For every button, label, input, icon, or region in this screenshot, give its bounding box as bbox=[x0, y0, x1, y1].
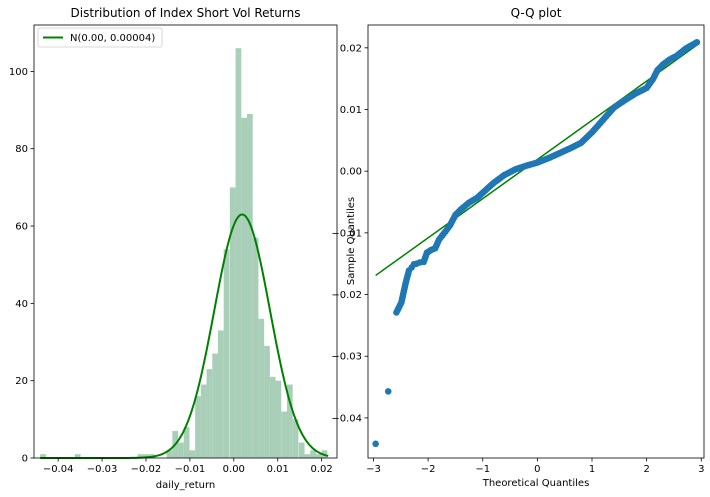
histogram-bar bbox=[235, 48, 242, 458]
histogram-y-ticks: 0 20 40 60 80 100 bbox=[9, 67, 34, 465]
y-tick-label: 40 bbox=[15, 299, 28, 310]
x-tick-label: 0.00 bbox=[223, 464, 245, 475]
y-tick-label: 20 bbox=[15, 376, 28, 387]
x-tick-label: 0.02 bbox=[310, 464, 332, 475]
histogram-bar bbox=[315, 454, 322, 458]
y-tick-label: −0.03 bbox=[331, 352, 362, 363]
histogram-x-ticks: −0.04 −0.03 −0.02 −0.01 0.00 0.01 0.02 bbox=[43, 458, 333, 475]
histogram-bar bbox=[264, 345, 270, 458]
x-tick-label: −2 bbox=[421, 464, 436, 475]
histogram-bar bbox=[275, 380, 282, 458]
histogram-bars bbox=[40, 48, 328, 459]
y-tick-label: −0.04 bbox=[331, 413, 362, 424]
legend-box bbox=[37, 27, 163, 48]
histogram-bar bbox=[223, 249, 230, 458]
histogram-bar bbox=[195, 396, 201, 458]
histogram-bar bbox=[183, 427, 190, 458]
histogram-bar bbox=[40, 454, 46, 458]
histogram-bar bbox=[246, 113, 253, 458]
histogram-bar bbox=[252, 237, 259, 458]
histogram-bar bbox=[217, 330, 224, 458]
x-tick-label: 3 bbox=[698, 464, 704, 475]
qq-x-ticks: −3 −2 −1 0 1 2 3 bbox=[366, 458, 704, 475]
qq-title: Q-Q plot bbox=[511, 6, 562, 20]
y-tick-label: 60 bbox=[15, 222, 28, 233]
qq-axes-frame bbox=[367, 24, 705, 459]
y-tick-label: 100 bbox=[9, 67, 28, 78]
x-tick-label: 0.01 bbox=[267, 464, 289, 475]
x-tick-label: −3 bbox=[366, 464, 381, 475]
histogram-bar bbox=[166, 450, 173, 458]
x-tick-label: 0 bbox=[534, 464, 540, 475]
histogram-bar bbox=[206, 369, 213, 458]
x-tick-label: −0.02 bbox=[131, 464, 162, 475]
histogram-bar bbox=[143, 454, 150, 458]
qq-panel: Q-Q plot −3 −2 −1 0 1 2 3 −0.04 −0.03 −0.02 −0.01… bbox=[331, 6, 704, 489]
y-tick-label: 0.00 bbox=[340, 167, 362, 178]
x-tick-label: 1 bbox=[589, 464, 595, 475]
y-tick-label: −0.02 bbox=[331, 290, 362, 301]
y-tick-label: −0.01 bbox=[331, 228, 362, 239]
histogram-axes-frame bbox=[33, 24, 338, 459]
y-tick-label: 0.01 bbox=[340, 105, 362, 116]
histogram-bar bbox=[304, 454, 311, 458]
histogram-bar bbox=[229, 187, 236, 458]
histogram-bar bbox=[137, 454, 144, 458]
histogram-bar bbox=[258, 318, 265, 458]
y-tick-label: 0.02 bbox=[340, 43, 362, 54]
histogram-bar bbox=[310, 450, 316, 458]
histogram-bar bbox=[200, 384, 207, 458]
histogram-bar bbox=[298, 442, 305, 458]
x-tick-label: −0.01 bbox=[175, 464, 206, 475]
qq-point bbox=[693, 38, 701, 46]
qq-point bbox=[372, 440, 379, 448]
histogram-bar bbox=[286, 384, 293, 458]
x-tick-label: 2 bbox=[643, 464, 649, 475]
legend-label: N(0.00, 0.00004) bbox=[70, 33, 155, 44]
qq-y-ticks: −0.04 −0.03 −0.02 −0.01 0.00 0.01 0.02 bbox=[331, 43, 368, 424]
histogram-bar bbox=[178, 442, 184, 458]
histogram-bar bbox=[269, 376, 276, 458]
x-tick-label: −1 bbox=[475, 464, 490, 475]
histogram-bar bbox=[292, 419, 299, 458]
qq-y-label: Sample Quantiles bbox=[346, 197, 357, 285]
qq-points bbox=[372, 38, 701, 448]
histogram-bar bbox=[189, 450, 196, 458]
histogram-x-label: daily_return bbox=[156, 480, 216, 491]
qq-point bbox=[384, 388, 392, 395]
y-tick-label: 80 bbox=[15, 144, 28, 155]
histogram-title: Distribution of Index Short Vol Returns bbox=[71, 6, 301, 20]
histogram-panel: Distribution of Index Short Vol Returns … bbox=[9, 6, 338, 491]
histogram-bar bbox=[281, 411, 287, 458]
histogram-legend: N(0.00, 0.00004) bbox=[37, 27, 163, 48]
histogram-bar bbox=[212, 353, 219, 458]
x-tick-label: −0.04 bbox=[43, 464, 74, 475]
qq-x-label: Theoretical Quantiles bbox=[482, 478, 590, 489]
y-tick-label: 0 bbox=[22, 454, 28, 465]
x-tick-label: −0.03 bbox=[87, 464, 118, 475]
histogram-bar bbox=[241, 117, 248, 459]
histogram-bar bbox=[74, 454, 81, 458]
